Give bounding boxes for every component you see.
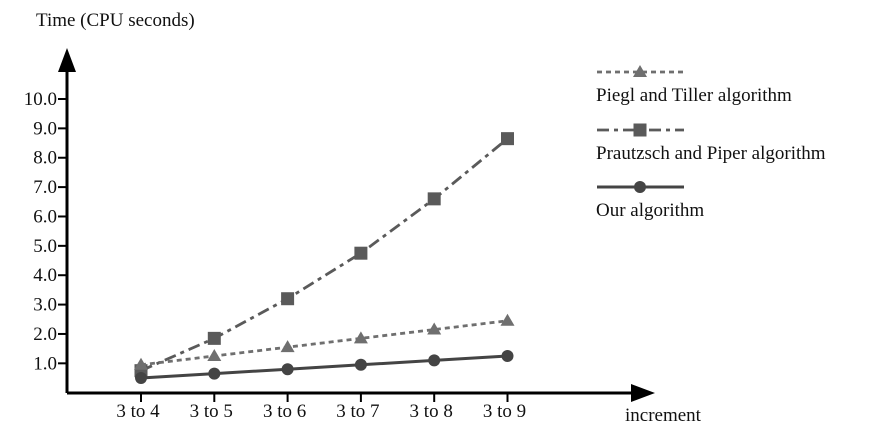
- data-point: [354, 246, 368, 260]
- x-tick-label: 3 to 5: [190, 401, 233, 422]
- y-tick-label: 6.0: [33, 206, 57, 227]
- x-tick-label: 3 to 9: [483, 401, 526, 422]
- x-tick-label: 3 to 7: [336, 401, 379, 422]
- data-point: [281, 363, 294, 376]
- data-point: [207, 348, 222, 361]
- series-triangle: [134, 313, 515, 370]
- legend-label: Prautzsch and Piper algorithm: [596, 143, 826, 164]
- data-point: [353, 331, 368, 344]
- series-line: [140, 137, 509, 372]
- x-tick-label: 3 to 6: [263, 401, 306, 422]
- data-point: [501, 132, 514, 146]
- y-axis-label: Time (CPU seconds): [36, 10, 195, 31]
- legend-label: Piegl and Tiller algorithm: [596, 85, 792, 106]
- legend-label: Our algorithm: [596, 200, 704, 221]
- data-point: [501, 349, 514, 362]
- legend: Piegl and Tiller algorithm Prautzsch and …: [596, 65, 826, 221]
- y-axis-arrow: [58, 48, 76, 72]
- legend-entry: Our algorithm: [596, 181, 704, 221]
- y-tick-label: 10.0: [24, 89, 57, 110]
- y-tick-label: 3.0: [33, 295, 57, 316]
- data-point: [280, 340, 295, 353]
- legend-entry: Piegl and Tiller algorithm: [596, 65, 792, 106]
- x-axis-arrow: [631, 384, 655, 402]
- data-point: [428, 354, 441, 367]
- series-layer: [134, 132, 515, 385]
- x-tick-label: 3 to 4: [116, 401, 160, 422]
- data-point: [427, 322, 442, 335]
- x-axis-ticks: 3 to 4 3 to 5 3 to 6 3 to 7 3 to 8 3 to 9: [116, 393, 526, 422]
- y-tick-label: 5.0: [33, 236, 57, 257]
- axes: [58, 48, 655, 402]
- data-point: [207, 331, 221, 345]
- legend-marker: [633, 65, 647, 77]
- y-tick-label: 9.0: [33, 118, 57, 139]
- y-axis-ticks: 1.0 2.0 3.0 4.0 5.0 6.0 7.0 8.0 9.0 10.0: [24, 89, 67, 374]
- data-point: [135, 372, 147, 385]
- legend-entry: Prautzsch and Piper algorithm: [596, 123, 826, 164]
- y-tick-label: 1.0: [33, 353, 57, 374]
- y-tick-label: 4.0: [33, 265, 57, 286]
- y-tick-label: 7.0: [33, 177, 57, 198]
- data-point: [208, 367, 221, 380]
- legend-marker: [633, 123, 647, 137]
- data-point: [354, 358, 367, 371]
- data-point: [134, 357, 148, 370]
- series-line: [140, 319, 508, 367]
- data-point: [281, 292, 295, 306]
- x-tick-label: 3 to 8: [410, 401, 453, 422]
- data-point: [500, 313, 515, 326]
- series-line: [140, 354, 508, 380]
- series-square: [134, 132, 514, 378]
- legend-marker: [634, 181, 646, 193]
- series-circle: [135, 349, 514, 385]
- y-tick-label: 8.0: [33, 148, 57, 169]
- data-point: [427, 192, 441, 206]
- x-axis-label: increment: [625, 405, 702, 426]
- y-tick-label: 2.0: [33, 324, 57, 345]
